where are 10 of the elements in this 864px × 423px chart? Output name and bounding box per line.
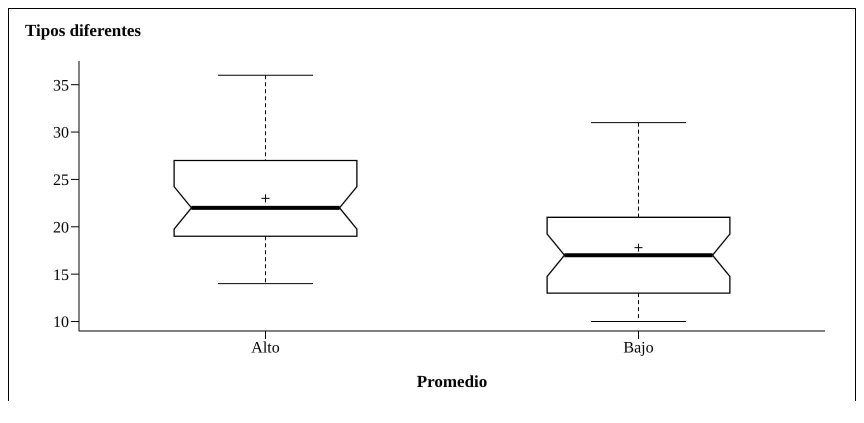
y-tick-label: 15 bbox=[53, 266, 69, 284]
x-tick-label: Bajo bbox=[623, 339, 654, 356]
y-tick-label: 20 bbox=[53, 219, 69, 236]
x-axis-title: Promedio bbox=[416, 372, 488, 391]
y-tick-label: 25 bbox=[53, 172, 69, 190]
y-tick-label: 30 bbox=[53, 124, 69, 142]
x-tick-label: Alto bbox=[251, 339, 280, 356]
chart-title: Tipos diferentes bbox=[24, 20, 142, 41]
y-tick-label: 10 bbox=[53, 314, 69, 332]
y-tick-label: 35 bbox=[53, 77, 69, 94]
